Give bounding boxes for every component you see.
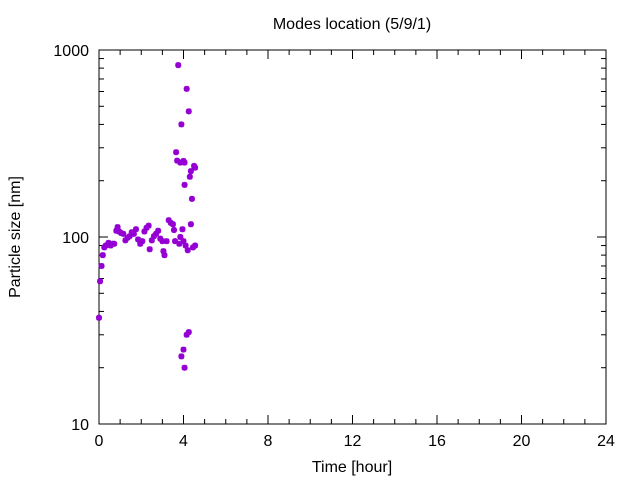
data-point — [185, 329, 192, 336]
data-point — [141, 228, 148, 235]
data-point — [187, 221, 194, 228]
chart-title: Modes location (5/9/1) — [273, 16, 431, 33]
data-point — [178, 121, 185, 128]
x-tick-labels: 0 4 8 12 16 20 24 — [95, 433, 615, 450]
data-point — [155, 227, 162, 234]
x-tick-label: 4 — [179, 433, 188, 450]
data-point — [99, 252, 106, 259]
data-point — [148, 237, 155, 244]
data-point — [176, 240, 183, 247]
data-point — [188, 195, 195, 202]
data-point — [170, 227, 177, 234]
x-tick-label: 8 — [264, 433, 273, 450]
data-point — [187, 168, 194, 175]
data-point — [146, 246, 153, 253]
data-point — [172, 238, 179, 245]
x-tick-label: 0 — [95, 433, 104, 450]
y-tick-labels: 10 100 1000 — [53, 43, 89, 434]
data-point — [126, 233, 133, 240]
data-point — [163, 238, 170, 245]
data-point — [181, 159, 188, 166]
data-point — [178, 353, 185, 360]
data-point — [169, 221, 176, 228]
data-point — [132, 226, 139, 233]
y-tick-label: 10 — [71, 417, 89, 434]
data-point — [130, 230, 137, 237]
data-point — [153, 230, 160, 237]
x-tick-label: 12 — [344, 433, 362, 450]
data-point — [174, 157, 181, 164]
data-point — [157, 235, 164, 242]
data-point — [177, 234, 184, 240]
data-point — [161, 252, 168, 259]
data-point — [114, 224, 121, 231]
data-point — [179, 226, 186, 233]
plot-frame — [98, 49, 607, 425]
data-point — [122, 237, 129, 244]
data-point — [145, 222, 152, 229]
axis-ticks — [98, 49, 607, 425]
data-point — [139, 238, 146, 245]
data-point — [105, 239, 112, 246]
data-points — [96, 62, 199, 371]
data-point — [173, 149, 180, 156]
data-point — [111, 240, 118, 247]
data-point — [137, 240, 144, 247]
data-point — [184, 247, 191, 254]
data-point — [96, 314, 102, 321]
data-point — [102, 242, 109, 249]
x-tick-label: 16 — [428, 433, 446, 450]
data-point — [185, 108, 192, 115]
y-axis-label: Particle size [nm] — [7, 176, 24, 298]
data-point — [181, 364, 188, 371]
y-tick-label: 1000 — [53, 43, 89, 60]
data-point — [175, 62, 182, 69]
x-tick-label: 20 — [513, 433, 531, 450]
data-point — [98, 262, 105, 269]
data-point — [180, 346, 187, 353]
data-point — [97, 278, 104, 285]
data-point — [165, 217, 172, 224]
y-tick-label: 100 — [62, 230, 89, 247]
data-point — [183, 85, 190, 92]
data-point — [180, 238, 187, 245]
data-point — [181, 181, 188, 188]
data-point — [160, 248, 167, 255]
x-axis-label: Time [hour] — [312, 459, 392, 476]
data-point — [159, 238, 166, 245]
data-point — [120, 230, 127, 237]
data-point — [135, 236, 142, 243]
data-point — [186, 173, 193, 180]
data-point — [192, 242, 199, 249]
data-point — [182, 242, 189, 249]
data-point — [177, 159, 184, 166]
x-tick-label: 24 — [597, 433, 615, 450]
data-point — [183, 331, 190, 338]
data-point — [192, 164, 199, 171]
